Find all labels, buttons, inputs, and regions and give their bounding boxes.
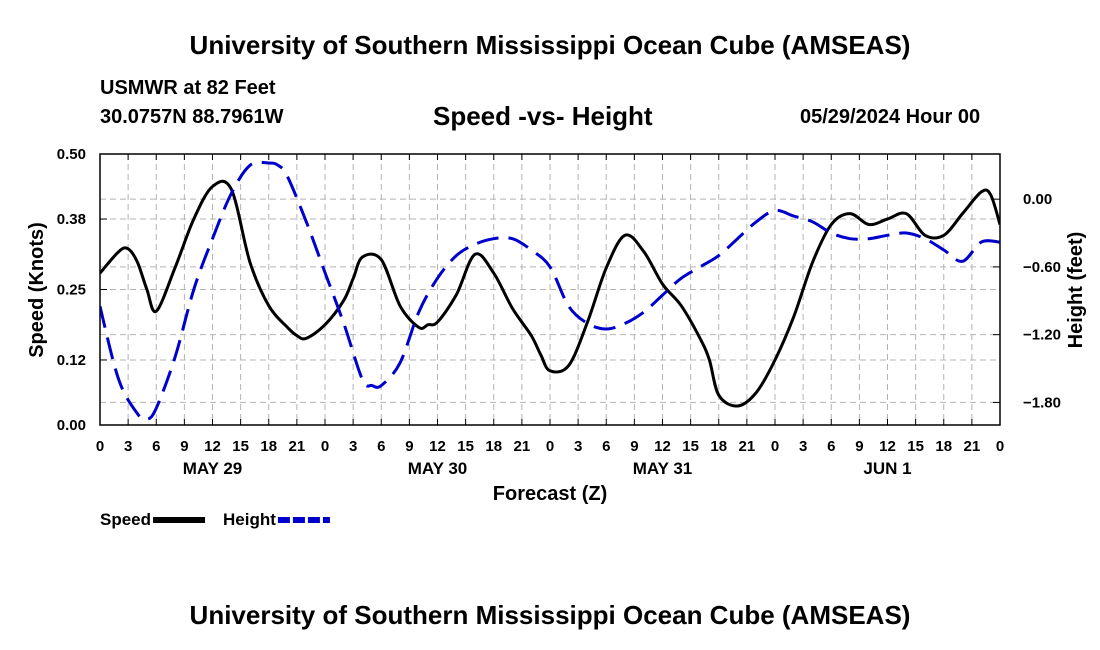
- chart-axes: 0 3 6 9 12 15 18 21 0 3 6 9 12 15 18 21 0 3 6 9 12 15 18 21 0 3 6 9…: [57, 146, 1061, 478]
- x-tick-label: 18: [935, 438, 952, 455]
- x-tick-label: 15: [232, 438, 249, 455]
- x-tick-label: 9: [855, 438, 863, 455]
- x-tick-label: 15: [907, 438, 924, 455]
- x-tick-label: 0: [996, 438, 1004, 455]
- y2-tick-label: −0.60: [1023, 259, 1061, 276]
- chart-series: [100, 160, 1000, 422]
- y2-tick-label: −1.80: [1023, 394, 1061, 411]
- x-tick-label: 9: [405, 438, 413, 455]
- x-tick-label: 0: [321, 438, 329, 455]
- series-line-height: [100, 160, 1000, 422]
- x-tick-label: 15: [457, 438, 474, 455]
- x-tick-label: 18: [260, 438, 277, 455]
- x-tick-label: 18: [710, 438, 727, 455]
- x-tick-label: 21: [514, 438, 531, 455]
- station-coords: 30.0757N 88.7961W: [100, 106, 284, 128]
- series-line-speed: [100, 179, 1000, 408]
- footer-title: University of Southern Mississippi Ocean…: [189, 600, 911, 630]
- y-tick-label: 0.50: [57, 146, 86, 163]
- x-tick-label: 12: [429, 438, 446, 455]
- day-label: MAY 31: [633, 459, 693, 478]
- x-tick-label: 9: [630, 438, 638, 455]
- y-tick-label: 0.12: [57, 352, 86, 369]
- x-tick-label: 21: [289, 438, 306, 455]
- x-tick-label: 3: [124, 438, 132, 455]
- legend-label-height: Height: [223, 510, 276, 529]
- chart-grid: [100, 154, 1000, 425]
- y2-tick-label: −1.20: [1023, 327, 1061, 344]
- forecast-datetime: 05/29/2024 Hour 00: [800, 106, 981, 128]
- legend-label-speed: Speed: [100, 510, 151, 529]
- x-tick-label: 3: [799, 438, 807, 455]
- x-tick-label: 21: [739, 438, 756, 455]
- x-tick-label: 9: [180, 438, 188, 455]
- x-tick-label: 3: [574, 438, 582, 455]
- page-title: University of Southern Mississippi Ocean…: [189, 30, 911, 60]
- x-tick-label: 6: [827, 438, 835, 455]
- x-tick-label: 6: [377, 438, 385, 455]
- x-tick-label: 0: [771, 438, 779, 455]
- x-axis-label: Forecast (Z): [493, 483, 607, 505]
- x-tick-label: 12: [879, 438, 896, 455]
- x-tick-label: 15: [682, 438, 699, 455]
- station-label: USMWR at 82 Feet: [100, 77, 276, 99]
- day-label: MAY 30: [408, 459, 468, 478]
- x-tick-label: 12: [654, 438, 671, 455]
- x-tick-label: 18: [485, 438, 502, 455]
- y-tick-label: 0.38: [57, 211, 86, 228]
- day-label: JUN 1: [863, 459, 911, 478]
- day-label: MAY 29: [183, 459, 243, 478]
- x-tick-label: 21: [964, 438, 981, 455]
- x-tick-label: 12: [204, 438, 221, 455]
- x-tick-label: 0: [96, 438, 104, 455]
- x-tick-label: 3: [349, 438, 357, 455]
- x-tick-label: 6: [602, 438, 610, 455]
- y-tick-label: 0.00: [57, 417, 86, 434]
- y2-axis-label: Height (feet): [1065, 232, 1087, 349]
- y-axis-label: Speed (Knots): [26, 222, 48, 358]
- chart-legend: Speed Height: [100, 510, 330, 529]
- y2-tick-label: 0.00: [1023, 191, 1052, 208]
- y-tick-label: 0.25: [57, 282, 86, 299]
- x-tick-label: 0: [546, 438, 554, 455]
- x-tick-label: 6: [152, 438, 160, 455]
- chart-subtitle: Speed -vs- Height: [433, 101, 653, 131]
